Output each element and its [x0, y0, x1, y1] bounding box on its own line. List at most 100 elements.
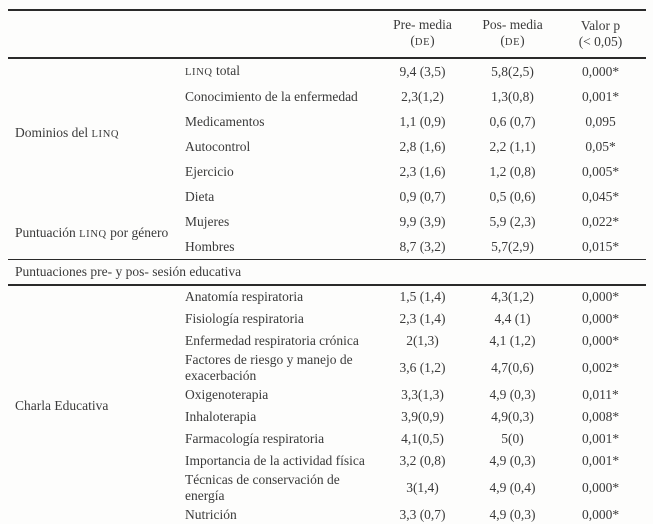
row-label: Enfermedad respiratoria crónica — [185, 333, 359, 348]
row-label: Autocontrol — [185, 138, 251, 154]
p-value: 0,095 — [585, 113, 616, 129]
group-label-genero: Puntuación LINQ por género — [15, 225, 169, 240]
pre-value: 2,3 (1,6) — [399, 163, 446, 179]
pre-value: 3,3 (0,7) — [399, 507, 446, 522]
section-header-label: Puntuaciones pre- y pos- sesión educativ… — [8, 259, 646, 286]
row-label: Conocimiento de la enfermedad — [185, 88, 358, 104]
section-linq: Dominios del LINQ LINQ total 9,4 (3,5) 5… — [8, 58, 646, 260]
table-row: Puntuación LINQ por género Mujeres 9,9 (… — [8, 209, 646, 241]
pos-value: 2,2 (1,1) — [489, 138, 536, 154]
pre-value: 1,5 (1,4) — [399, 289, 446, 304]
pos-value: 5,7(2,9) — [491, 238, 534, 254]
p-value: 0,002* — [581, 360, 620, 375]
pos-value: 4,9(0,3) — [491, 409, 534, 424]
p-value: 0,000* — [581, 63, 620, 79]
pre-value: 9,9 (3,9) — [399, 213, 446, 229]
table-row: Factores de riesgo y manejo de exacerbac… — [8, 352, 646, 384]
p-value: 0,022* — [581, 213, 620, 229]
header-row: Pre- media (DE) Pos- media (DE) Valor p … — [8, 10, 646, 58]
row-label: Medicamentos — [185, 113, 265, 129]
table-row: Oxigenoterapia 3,3(1,3) 4,9 (0,3) 0,011* — [8, 384, 646, 406]
row-label: Importancia de la actividad física — [185, 453, 365, 468]
section-header-row: Puntuaciones pre- y pos- sesión educativ… — [8, 259, 646, 286]
row-label: Nutrición — [185, 507, 237, 522]
col-header-pos-line2: (DE) — [500, 33, 525, 48]
pos-value: 4,7(0,6) — [491, 360, 534, 375]
col-header-empty-item — [185, 10, 375, 58]
results-table: Pre- media (DE) Pos- media (DE) Valor p … — [8, 9, 646, 524]
pos-value: 4,9 (0,3) — [489, 507, 536, 522]
pos-value: 0,5 (0,6) — [489, 188, 536, 204]
pos-value: 5(0) — [501, 431, 524, 446]
pre-value: 8,7 (3,2) — [399, 238, 446, 254]
p-value: 0,015* — [581, 238, 620, 254]
p-value: 0,000* — [581, 333, 620, 348]
row-label: Oxigenoterapia — [185, 387, 269, 402]
table-header: Pre- media (DE) Pos- media (DE) Valor p … — [8, 10, 646, 58]
p-value: 0,000* — [581, 480, 620, 495]
col-header-pos-line1: Pos- media — [482, 17, 543, 32]
pre-value: 3,3(1,3) — [401, 387, 444, 402]
p-value: 0,005* — [581, 163, 620, 179]
row-label: Dieta — [185, 188, 215, 204]
group-label-dominios: Dominios del LINQ — [15, 125, 120, 140]
row-label: Inhaloterapia — [185, 409, 257, 424]
p-value: 0,000* — [581, 289, 620, 304]
col-header-pre: Pre- media (DE) — [375, 10, 470, 58]
table-row: Autocontrol 2,8 (1,6) 2,2 (1,1) 0,05* — [8, 134, 646, 159]
pre-value: 2,8 (1,6) — [399, 138, 446, 154]
p-value: 0,000* — [581, 311, 620, 326]
table-row: Importancia de la actividad física 3,2 (… — [8, 450, 646, 472]
pre-value: 2,3 (1,4) — [399, 311, 446, 326]
pos-value: 4,4 (1) — [494, 311, 531, 326]
pos-value: 1,2 (0,8) — [489, 163, 536, 179]
col-header-pos: Pos- media (DE) — [470, 10, 555, 58]
row-label: Hombres — [185, 238, 235, 254]
table-row: Enfermedad respiratoria crónica 2(1,3) 4… — [8, 330, 646, 352]
p-value: 0,008* — [581, 409, 620, 424]
table-row: Farmacología respiratoria 4,1(0,5) 5(0) … — [8, 428, 646, 450]
table-row: Fisiología respiratoria 2,3 (1,4) 4,4 (1… — [8, 308, 646, 330]
pre-value: 3,9(0,9) — [401, 409, 444, 424]
pos-value: 1,3(0,8) — [491, 88, 534, 104]
pre-value: 3,2 (0,8) — [399, 453, 446, 468]
pre-value: 9,4 (3,5) — [399, 63, 446, 79]
col-header-pre-line1: Pre- media — [393, 17, 452, 32]
col-header-empty-group — [8, 10, 185, 58]
section-divider: Puntuaciones pre- y pos- sesión educativ… — [8, 259, 646, 286]
table-row: Ejercicio 2,3 (1,6) 1,2 (0,8) 0,005* — [8, 159, 646, 184]
pre-value: 3(1,4) — [406, 480, 439, 495]
pre-value: 4,1(0,5) — [401, 431, 444, 446]
table-row: Nutrición 3,3 (0,7) 4,9 (0,3) 0,000* — [8, 504, 646, 524]
pos-value: 4,9 (0,3) — [489, 387, 536, 402]
pos-value: 4,1 (1,2) — [489, 333, 536, 348]
col-header-p-line2: (< 0,05) — [578, 34, 623, 49]
col-header-p: Valor p (< 0,05) — [555, 10, 646, 58]
pos-value: 5,9 (2,3) — [489, 213, 536, 229]
p-value: 0,011* — [582, 387, 619, 402]
p-value: 0,000* — [581, 507, 620, 522]
pos-value: 0,6 (0,7) — [489, 113, 536, 129]
table-row: Inhaloterapia 3,9(0,9) 4,9(0,3) 0,008* — [8, 406, 646, 428]
row-label: Factores de riesgo y manejo de exacerbac… — [185, 352, 353, 383]
section-charla: Charla Educativa Anatomía respiratoria 1… — [8, 285, 646, 524]
pre-value: 1,1 (0,9) — [399, 113, 446, 129]
row-label: Farmacología respiratoria — [185, 431, 325, 446]
pre-value: 3,6 (1,2) — [399, 360, 446, 375]
table-row: Medicamentos 1,1 (0,9) 0,6 (0,7) 0,095 — [8, 109, 646, 134]
row-label: Técnicas de conservación de energía — [185, 472, 340, 503]
pre-value: 2,3(1,2) — [401, 88, 444, 104]
p-value: 0,001* — [581, 453, 620, 468]
row-label: LINQ total — [185, 62, 241, 78]
col-header-pre-line2: (DE) — [410, 33, 435, 48]
pos-value: 4,9 (0,4) — [489, 480, 536, 495]
table-row: Hombres 8,7 (3,2) 5,7(2,9) 0,015* — [8, 234, 646, 260]
p-value: 0,001* — [581, 431, 620, 446]
table-row: Conocimiento de la enfermedad 2,3(1,2) 1… — [8, 84, 646, 109]
p-value: 0,045* — [581, 188, 620, 204]
pre-value: 2(1,3) — [406, 333, 439, 348]
pos-value: 4,3(1,2) — [491, 289, 534, 304]
row-label: Anatomía respiratoria — [185, 289, 304, 304]
table-row: Dieta 0,9 (0,7) 0,5 (0,6) 0,045* — [8, 184, 646, 209]
